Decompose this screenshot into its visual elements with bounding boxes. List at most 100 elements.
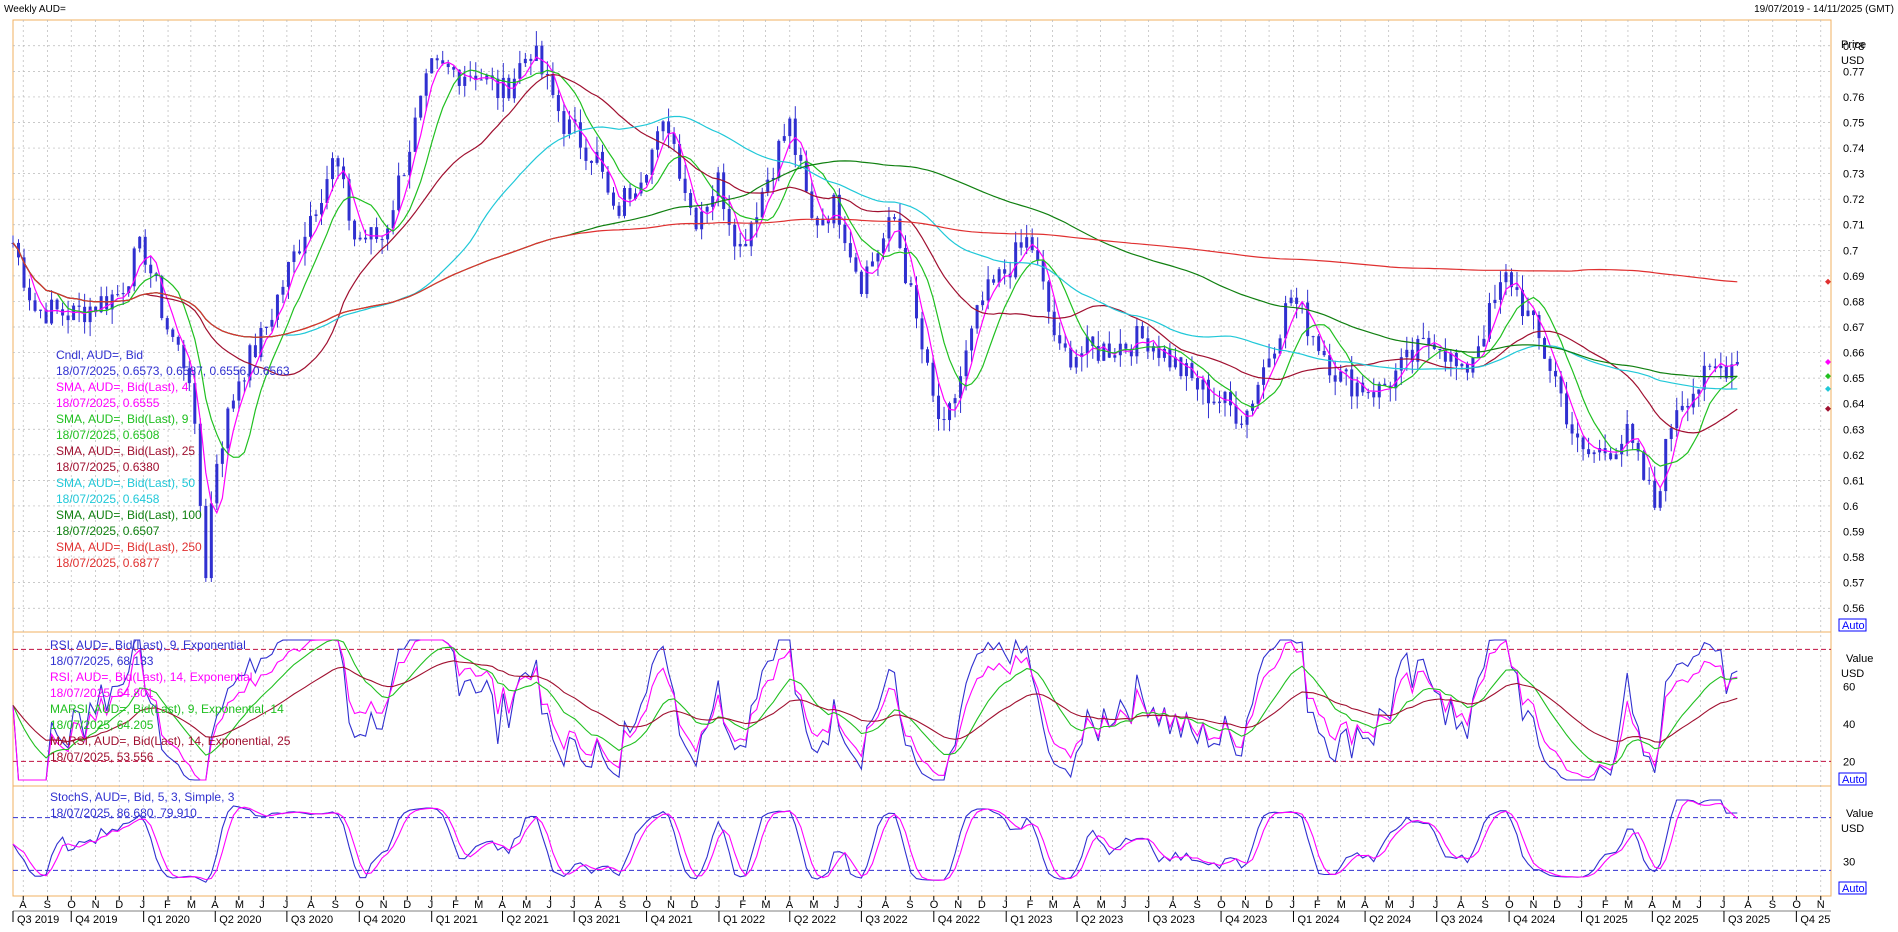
candle-body	[1311, 336, 1315, 338]
chart-title: Weekly AUD=	[4, 4, 66, 15]
candle-body	[556, 95, 560, 112]
candle-body	[1113, 355, 1117, 358]
candle-body	[320, 202, 324, 215]
month-tick-label: A	[1648, 899, 1656, 911]
candle-body	[534, 45, 538, 61]
candle-body	[1614, 454, 1618, 460]
month-tick-label: A	[1361, 899, 1369, 911]
candle-body	[127, 286, 131, 294]
candle-body	[1399, 357, 1403, 371]
quarter-tick-label: Q3 2024	[1441, 914, 1483, 926]
candle-body	[518, 63, 522, 79]
candle-body	[430, 58, 434, 74]
candle-body	[1581, 437, 1585, 450]
month-tick-label: N	[92, 899, 100, 911]
svg-text:Auto: Auto	[1842, 620, 1865, 632]
month-tick-label: J	[140, 899, 146, 911]
quarter-tick-label: Q3 2022	[865, 914, 907, 926]
candle-body	[1730, 364, 1734, 379]
price-legend-value: 18/07/2025, 0.6380	[56, 460, 160, 474]
sma-250-line	[12, 218, 1738, 338]
candle-body	[1014, 242, 1018, 278]
candle-body	[650, 149, 654, 176]
price-series	[11, 31, 1831, 582]
candle-body	[1063, 343, 1067, 348]
svg-text:Auto: Auto	[1842, 883, 1865, 895]
price-tick-label: 0.68	[1843, 296, 1864, 308]
quarter-tick-label: Q4 2019	[75, 914, 117, 926]
month-tick-label: O	[67, 899, 76, 911]
month-tick-label: J	[1409, 899, 1415, 911]
candle-body	[1102, 343, 1106, 361]
candle-body	[1609, 453, 1613, 460]
price-legend-name: Cndl, AUD=, Bid	[56, 348, 143, 362]
candle-body	[859, 271, 863, 294]
candle-body	[782, 136, 786, 141]
candle-body	[523, 58, 527, 64]
candle-body	[347, 179, 351, 221]
candle-body	[1526, 310, 1530, 317]
candle-body	[1454, 352, 1458, 367]
candle-body	[1328, 355, 1332, 376]
rsi-tick-label: 40	[1843, 719, 1855, 731]
quarter-tick-label: Q1 2021	[436, 914, 478, 926]
stoch-axis-unit: USD	[1841, 823, 1864, 835]
month-tick-label: S	[1482, 899, 1489, 911]
candle-body	[854, 257, 858, 272]
candle-body	[1151, 346, 1155, 352]
candle-body	[1592, 452, 1596, 455]
price-legend-value: 18/07/2025, 0.6877	[56, 556, 160, 570]
candle-body	[50, 299, 54, 324]
candle-body	[1085, 336, 1089, 354]
price-tick-label: 0.59	[1843, 527, 1864, 539]
candle-body	[44, 309, 48, 324]
month-tick-label: F	[1027, 899, 1034, 911]
candle-body	[705, 206, 709, 212]
quarter-tick-label: Q2 2021	[507, 914, 549, 926]
price-tick-label: 0.71	[1843, 220, 1864, 232]
stoch-auto-button[interactable]: Auto	[1838, 881, 1867, 895]
month-tick-label: J	[1578, 899, 1584, 911]
candle-body	[1129, 348, 1133, 357]
rsi-auto-button[interactable]: Auto	[1838, 772, 1867, 786]
candle-body	[99, 296, 103, 313]
candle-body	[964, 350, 968, 377]
quarter-tick-label: Q4 25	[1800, 914, 1830, 926]
candle-body	[1124, 343, 1128, 349]
rsi-legend-name: MARSI, AUD=, Bid(Last), 9, Exponential, …	[50, 702, 284, 716]
month-tick-label: F	[739, 899, 746, 911]
candle-body	[942, 419, 946, 421]
candle-body	[468, 75, 472, 77]
candle-body	[1047, 281, 1051, 312]
price-auto-button[interactable]: Auto	[1838, 618, 1867, 632]
month-tick-label: M	[474, 899, 483, 911]
candle-body	[413, 117, 417, 152]
candle-body	[1278, 338, 1282, 354]
candle-body	[1041, 260, 1045, 282]
month-tick-label: O	[643, 899, 652, 911]
month-tick-label: D	[115, 899, 123, 911]
month-tick-label: J	[570, 899, 576, 911]
candle-body	[474, 75, 478, 81]
candle-body	[165, 318, 169, 330]
price-tick-label: 0.56	[1843, 603, 1864, 615]
month-tick-label: M	[1624, 899, 1633, 911]
candle-body	[1074, 357, 1078, 368]
candle-body	[953, 398, 957, 404]
candle-body	[496, 78, 500, 99]
month-tick-label: D	[1553, 899, 1561, 911]
grid-lines	[13, 20, 1831, 896]
price-tick-label: 0.62	[1843, 450, 1864, 462]
candle-body	[209, 503, 213, 579]
candle-body	[567, 119, 571, 134]
candle-body	[132, 248, 136, 287]
candle-body	[198, 423, 202, 506]
price-tick-label: 0.64	[1843, 399, 1864, 411]
candle-body	[1135, 326, 1139, 357]
price-tick-label: 0.78	[1843, 41, 1864, 53]
candle-body	[716, 172, 720, 197]
candle-body	[336, 158, 340, 167]
candle-body	[1091, 336, 1095, 347]
